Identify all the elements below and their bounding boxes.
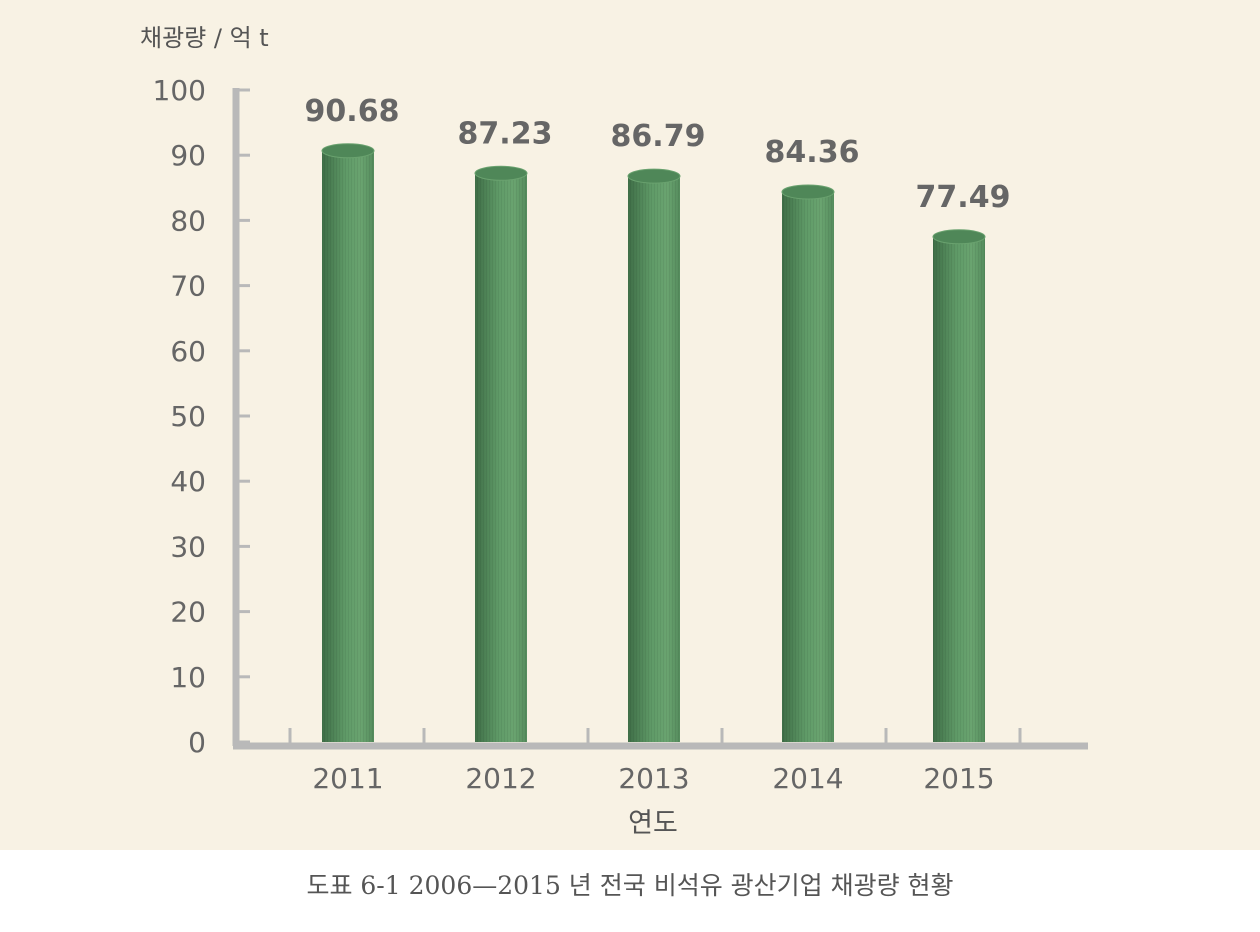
bar: [932, 229, 986, 742]
data-label: 86.79: [611, 119, 706, 154]
bar-cap: [474, 165, 528, 181]
x-axis-label: 연도: [628, 808, 678, 839]
y-axis-label: 채광량 / 억 t: [140, 24, 269, 52]
x-tick-label: 2013: [618, 762, 689, 795]
bar: [781, 184, 835, 743]
bar-cap: [321, 143, 375, 159]
x-tick-label: 2011: [312, 762, 383, 795]
figure-caption: 도표 6-1 2006—2015 년 전국 비석유 광산기업 채광량 현황: [306, 871, 954, 900]
bar-cap: [932, 229, 986, 245]
y-tick-label: 80: [170, 204, 206, 237]
bar: [627, 168, 681, 742]
y-tick-label: 20: [170, 596, 206, 629]
x-tick-label: 2012: [465, 762, 536, 795]
data-label: 90.68: [305, 94, 400, 129]
y-tick-label: 60: [170, 335, 206, 368]
y-tick-label: 100: [153, 74, 206, 107]
y-tick-label: 30: [170, 530, 206, 563]
bar-texture: [322, 150, 374, 742]
y-tick-label: 40: [170, 465, 206, 498]
y-tick-label: 50: [170, 400, 206, 433]
data-label: 87.23: [458, 116, 553, 151]
y-tick-label: 0: [188, 726, 206, 759]
y-tick-label: 10: [170, 661, 206, 694]
x-tick-label: 2014: [772, 762, 843, 795]
bar-texture: [628, 176, 680, 742]
chart-svg: 0 10 20 30 40 50 60 70 80 90 100 90.68 2011 87.23 201…: [140, 24, 1088, 839]
bar: [474, 165, 528, 743]
y-tick-label: 70: [170, 270, 206, 303]
bar-texture: [782, 191, 834, 743]
y-tick-label: 90: [170, 139, 206, 172]
data-label: 84.36: [765, 135, 860, 170]
bar-texture: [475, 173, 527, 743]
chart-panel: 0 10 20 30 40 50 60 70 80 90 100 90.68 2011 87.23 201…: [0, 0, 1260, 850]
bar-cap: [781, 184, 835, 200]
bar: [321, 143, 375, 742]
x-tick-label: 2015: [923, 762, 994, 795]
bar-cap: [627, 168, 681, 184]
data-label: 77.49: [916, 180, 1011, 215]
bar-texture: [933, 236, 985, 742]
